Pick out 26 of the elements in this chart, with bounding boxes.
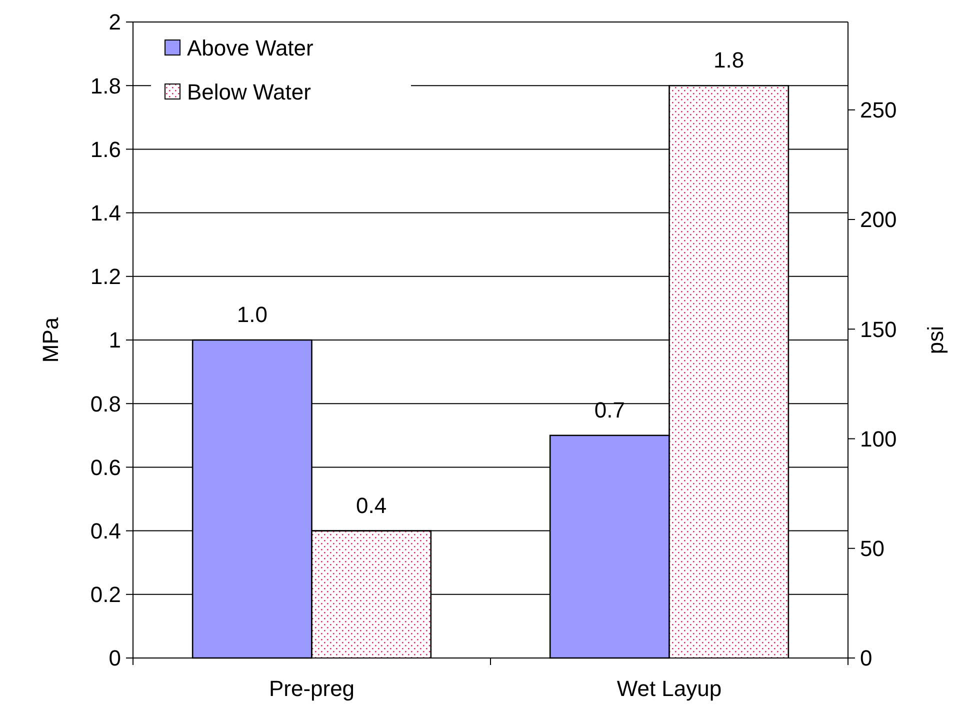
y2-tick-label: 250 <box>860 98 897 123</box>
x-tick-label: Wet Layup <box>616 676 722 701</box>
y-tick-label: 0.4 <box>90 518 121 544</box>
y-tick-label: 0.6 <box>90 454 121 480</box>
y2-axis-title: psi <box>923 326 948 354</box>
data-label: 0.4 <box>356 492 387 518</box>
legend-label: Above Water <box>187 36 314 61</box>
y-tick-label: 2 <box>108 10 121 35</box>
data-label: 1.0 <box>236 302 268 327</box>
y-tick-label: 0.2 <box>90 582 121 608</box>
y-axis-title: MPa <box>38 316 63 363</box>
y-tick-label: 1 <box>108 328 121 353</box>
y-tick-label: 1.4 <box>90 200 121 226</box>
y2-tick-label: 50 <box>860 536 884 562</box>
y-tick-label: 0 <box>108 646 121 671</box>
y2-tick-label: 150 <box>860 316 897 342</box>
y-tick-label: 1.6 <box>90 136 121 162</box>
y-tick-label: 0.8 <box>90 391 121 416</box>
y2-tick-label: 0 <box>860 646 872 671</box>
y2-tick-label: 200 <box>860 207 897 232</box>
y-tick-label: 1.2 <box>90 264 121 290</box>
y2-tick-label: 100 <box>860 426 897 452</box>
y-tick-label: 1.8 <box>90 73 121 98</box>
legend-label: Below Water <box>187 80 311 105</box>
x-tick-label: Pre-preg <box>268 676 355 701</box>
data-label: 1.8 <box>714 48 744 73</box>
